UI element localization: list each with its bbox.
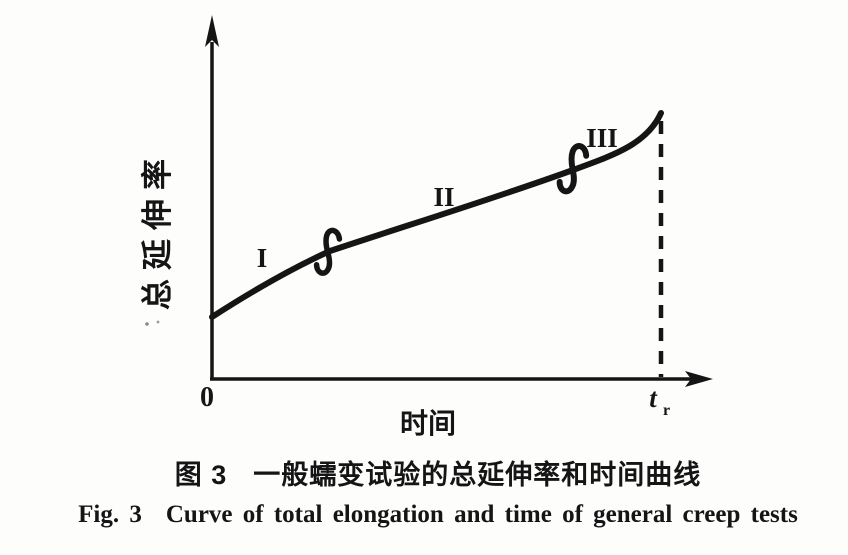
caption-chinese-text: 一般蠕变试验的总延伸率和时间曲线 [253,460,702,490]
caption-english-text: Curve of total elongation and time of ge… [165,501,798,528]
stage-boundary-mark-1 [313,227,343,276]
creep-curve-figure: I II III 0 t r 时间 总延伸率 [140,15,713,439]
caption-chinese: 图 3 一般蠕变试验的总延伸率和时间曲线 [14,453,848,492]
y-axis-label: 总延伸率 [140,150,175,310]
creep-curve-plot: I II III 0 t r 时间 总延伸率 [140,15,713,439]
x-axis-arrow-icon [685,371,713,387]
stage-ii-label: II [433,182,454,212]
x-axis [210,371,713,387]
stage-i-label: I [257,243,268,273]
scan-speck [145,322,149,326]
stage-iii-label: III [586,123,618,153]
caption-english-number: Fig. 3 [78,501,142,528]
creep-curve-line [209,110,664,320]
scan-speck [156,320,160,324]
origin-label: 0 [200,382,214,413]
x-axis-label: 时间 [400,408,456,439]
stage-boundary-mark-2 [556,143,590,195]
rupture-time-subscript: r [663,402,670,419]
y-axis [205,15,219,379]
caption-english: Fig. 3 Curve of total elongation and tim… [14,501,848,529]
y-axis-arrow-icon [205,15,219,47]
rupture-time-label: t [649,383,658,413]
caption-chinese-number: 图 3 [174,460,228,490]
